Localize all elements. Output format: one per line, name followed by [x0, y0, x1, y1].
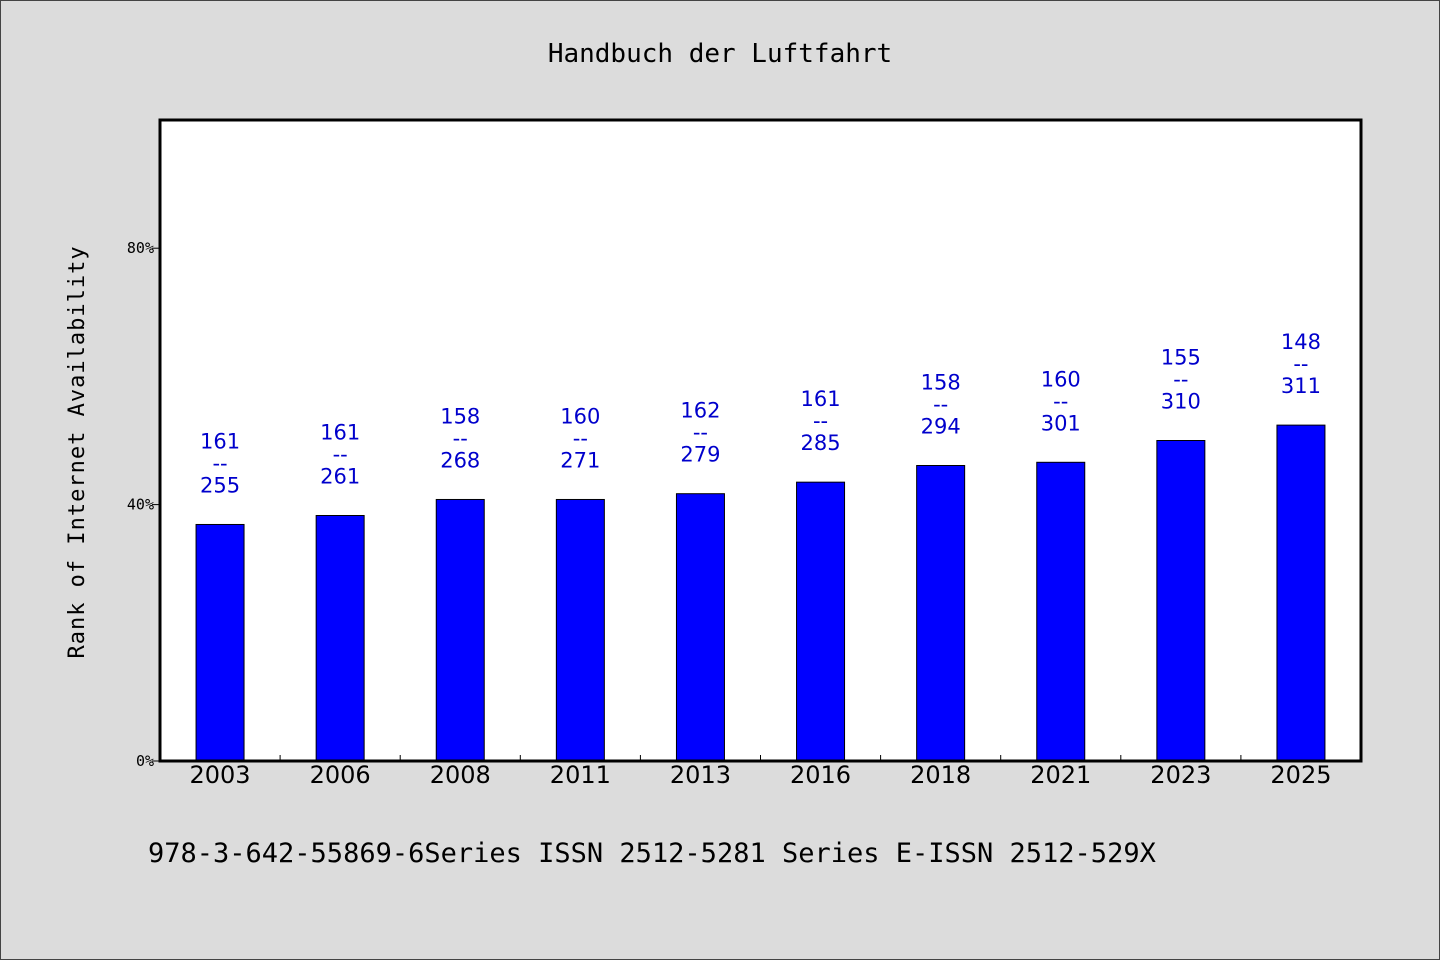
data-label-bottom-2025: 311	[1281, 374, 1321, 398]
data-label-separator-2013: --	[693, 421, 708, 445]
data-label-separator-2021: --	[1053, 389, 1068, 413]
bar-2016	[796, 481, 846, 762]
bar-2003	[195, 523, 245, 762]
data-label-bottom-2008: 268	[440, 448, 480, 472]
data-label-bottom-2016: 285	[801, 431, 841, 455]
data-label-bottom-2021: 301	[1041, 411, 1081, 435]
data-label-bottom-2013: 279	[680, 443, 720, 467]
bar-2018	[916, 464, 966, 762]
y-tick-label-1: 40%	[127, 496, 154, 514]
bar-2021	[1036, 461, 1086, 762]
data-label-top-2016: 161	[801, 387, 841, 411]
x-tick-label-2011: 2011	[550, 761, 611, 789]
data-label-separator-2008: --	[453, 426, 468, 450]
data-label-separator-2018: --	[933, 392, 948, 416]
x-tick-label-2006: 2006	[310, 761, 371, 789]
data-label-top-2008: 158	[440, 404, 480, 428]
data-label-top-2025: 148	[1281, 330, 1321, 354]
data-label-top-2006: 161	[320, 420, 360, 444]
plot-border	[158, 118, 1363, 763]
data-label-bottom-2023: 310	[1161, 390, 1201, 414]
bar-2011	[555, 498, 605, 762]
x-tick-label-2025: 2025	[1270, 761, 1331, 789]
data-label-top-2011: 160	[560, 404, 600, 428]
bar-2025	[1276, 424, 1326, 762]
chart-marks: 0%40%80%2003161--2552006161--2612008158-…	[127, 239, 1332, 789]
bar-2008	[435, 498, 485, 762]
data-label-top-2023: 155	[1161, 346, 1201, 370]
data-label-separator-2003: --	[212, 451, 227, 475]
y-axis-label: Rank of Internet Availability	[65, 245, 90, 658]
x-tick-label-2008: 2008	[430, 761, 491, 789]
x-tick-label-2013: 2013	[670, 761, 731, 789]
bar-2013	[675, 493, 725, 762]
bar-2023	[1156, 440, 1206, 762]
data-label-top-2021: 160	[1041, 367, 1081, 391]
data-label-separator-2016: --	[813, 409, 828, 433]
data-label-top-2018: 158	[921, 370, 961, 394]
x-tick-label-2021: 2021	[1030, 761, 1091, 789]
data-label-bottom-2006: 261	[320, 464, 360, 488]
bar-2006	[315, 514, 365, 762]
data-label-separator-2025: --	[1293, 352, 1308, 376]
y-tick-label-2: 80%	[127, 239, 154, 257]
footer-isbn: 978-3-642-55869-6Series ISSN 2512-5281 S…	[148, 838, 1156, 869]
data-label-bottom-2011: 271	[560, 448, 600, 472]
data-label-separator-2023: --	[1173, 368, 1188, 392]
data-label-top-2003: 161	[200, 429, 240, 453]
x-tick-label-2016: 2016	[790, 761, 851, 789]
data-label-bottom-2003: 255	[200, 473, 240, 497]
x-tick-label-2003: 2003	[190, 761, 251, 789]
data-label-top-2013: 162	[680, 399, 720, 423]
chart-title: Handbuch der Luftfahrt	[548, 39, 892, 69]
data-label-separator-2011: --	[573, 426, 588, 450]
x-tick-label-2018: 2018	[910, 761, 971, 789]
data-label-separator-2006: --	[333, 442, 348, 466]
data-label-bottom-2018: 294	[921, 414, 961, 438]
y-tick-label-0: 0%	[136, 752, 154, 770]
x-tick-label-2023: 2023	[1150, 761, 1211, 789]
